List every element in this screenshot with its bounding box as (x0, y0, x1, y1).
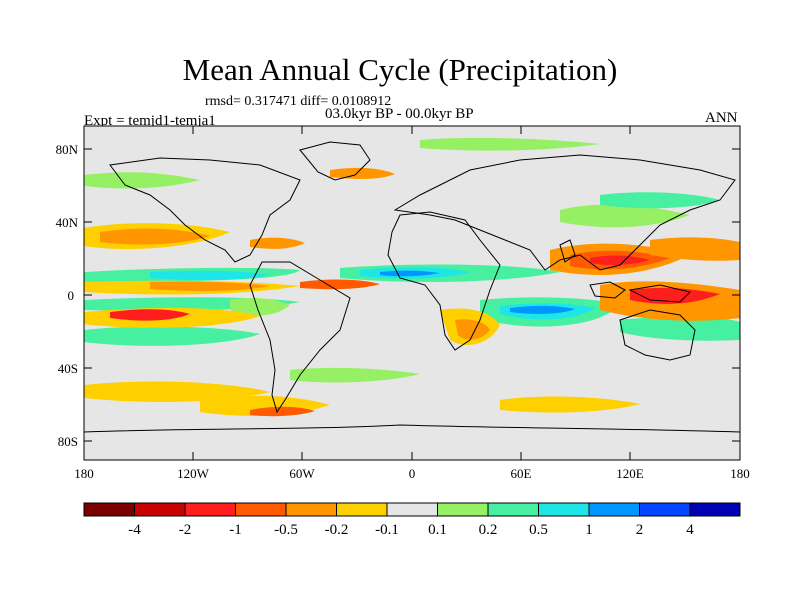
lat-tick-label: 40S (58, 361, 78, 376)
colorbar-label: 1 (585, 522, 593, 538)
colorbar-label: -1 (229, 522, 242, 538)
lat-tick-label: 80N (56, 142, 79, 157)
lat-tick-label: 80S (58, 434, 78, 449)
experiment-label: Expt = temjd1-temja1 (84, 113, 216, 129)
colorbar-swatch (134, 502, 186, 517)
colorbar-swatch (689, 502, 741, 517)
colorbar-swatch (487, 502, 539, 517)
colorbar-label: 0.2 (479, 522, 498, 538)
colorbar-swatch (184, 502, 236, 517)
lat-tick-label: 40N (56, 215, 79, 230)
colorbar-swatch (83, 502, 135, 517)
colorbar-label: 2 (636, 522, 644, 538)
stats-line: rmsd= 0.317471 diff= 0.0108912 (205, 94, 392, 109)
lon-tick-label: 120E (616, 466, 644, 481)
colorbar-label: 0.1 (428, 522, 447, 538)
colorbar-label: -0.2 (325, 522, 349, 538)
colorbar-label: -2 (179, 522, 192, 538)
colorbar-swatch (639, 502, 691, 517)
axis-ticks (84, 126, 740, 460)
lat-tick-label: 0 (68, 288, 75, 303)
coastlines (84, 141, 740, 433)
colorbar-label: -4 (128, 522, 141, 538)
colorbar-label: 4 (686, 522, 694, 538)
colorbar-swatch (588, 502, 640, 517)
colorbar: -4 -2 -1 -0.5 -0.2 -0.1 0.1 0.2 0.5 1 2 … (83, 502, 741, 538)
colorbar-label: -0.1 (375, 522, 399, 538)
colorbar-label: 0.5 (529, 522, 548, 538)
lon-tick-label: 180 (730, 466, 750, 481)
colorbar-swatch (235, 502, 287, 517)
precipitation-field (84, 137, 740, 417)
lon-tick-label: 180 (74, 466, 94, 481)
colorbar-label: -0.5 (274, 522, 298, 538)
lon-tick-label: 120W (177, 466, 210, 481)
lon-tick-label: 60W (289, 466, 315, 481)
plot-title: Mean Annual Cycle (Precipitation) (182, 52, 618, 87)
colorbar-swatch (538, 502, 590, 517)
colorbar-swatch (437, 502, 489, 517)
colorbar-swatch (285, 502, 337, 517)
period-line: 03.0kyr BP - 00.0kyr BP (325, 106, 474, 122)
lon-tick-label: 0 (409, 466, 416, 481)
colorbar-swatch (336, 502, 388, 517)
colorbar-swatch (386, 502, 438, 517)
lon-tick-label: 60E (511, 466, 532, 481)
season-label: ANN (705, 110, 738, 126)
